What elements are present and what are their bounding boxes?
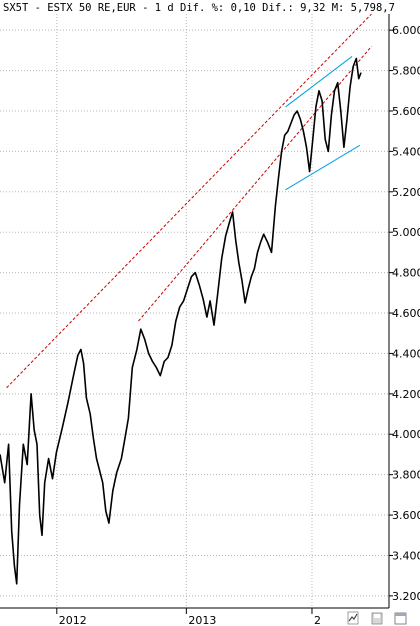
y-tick-label: 5.000 [392,226,420,239]
trendlines [6,13,372,389]
y-tick-label: 5.200 [392,186,420,199]
x-tick-label: 2 [314,614,321,626]
price-series [0,57,362,585]
y-tick-label: 5.600 [392,105,420,118]
y-tick-label: 4.200 [392,388,420,401]
x-tick-label: 2012 [59,614,87,626]
y-tick-label: 3.400 [392,549,420,562]
y-tick-label: 3.200 [392,590,420,603]
y-tick-labels: 3.200 3.400 3.600 3.800 4.000 4.200 4.400 4.600… [389,24,420,603]
trendline [138,46,372,322]
y-tick-label: 6.000 [392,24,420,37]
chart-type-icon[interactable] [347,611,359,625]
y-tick-label: 5.400 [392,145,420,158]
x-tick-labels: 2012 2013 2 [56,608,321,626]
y-tick-label: 4.800 [392,267,420,280]
y-tick-label: 5.800 [392,65,420,78]
y-tick-label: 3.600 [392,509,420,522]
series-line [0,57,362,585]
x-tick-label: 2013 [188,614,216,626]
y-tick-label: 4.600 [392,307,420,320]
grid [0,14,389,608]
y-tick-label: 4.000 [392,428,420,441]
trendline [285,144,361,191]
trendline [285,56,353,108]
y-tick-label: 3.800 [392,469,420,482]
y-tick-label: 4.400 [392,347,420,360]
save-icon[interactable] [371,612,383,625]
window-icon[interactable] [394,612,407,625]
chart-title: SX5T - ESTX 50 RE,EUR - 1 d Dif. %: 0,10… [3,2,395,14]
trendline [6,13,372,389]
